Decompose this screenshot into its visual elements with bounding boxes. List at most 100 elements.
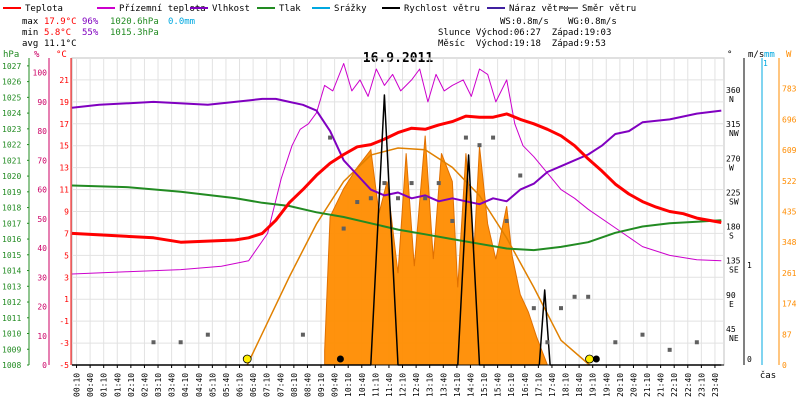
tick-label-temperature: 21 bbox=[59, 76, 69, 85]
tick-label-time: 11:10 bbox=[371, 373, 380, 397]
tick-label-temperature: 7 bbox=[64, 229, 69, 238]
tick-label-direction-name: SE bbox=[729, 266, 739, 275]
tick-label-time: 07:40 bbox=[276, 373, 285, 397]
tick-label-time: 05:10 bbox=[208, 373, 217, 397]
tick-label-time: 10:40 bbox=[358, 373, 367, 397]
tick-label-wind-speed-zero: 0 bbox=[747, 355, 752, 364]
tick-label-pressure: 1019 bbox=[2, 188, 21, 197]
wind-direction-dot bbox=[491, 135, 496, 140]
stat-avg-temp: 11.1°C bbox=[44, 39, 77, 49]
tick-label-direction-name: NW bbox=[729, 129, 739, 138]
tick-label-time: 16:10 bbox=[507, 373, 516, 397]
tick-label-time: 03:40 bbox=[168, 373, 177, 397]
tick-label-time: 04:40 bbox=[195, 373, 204, 397]
tick-label-pressure: 1025 bbox=[2, 93, 21, 102]
tick-label-direction-name: SW bbox=[729, 197, 739, 206]
axis-unit-mm: mm bbox=[764, 50, 775, 60]
tick-label-time: 06:10 bbox=[236, 373, 245, 397]
tick-label-time: 05:40 bbox=[222, 373, 231, 397]
tick-label-time: 17:40 bbox=[548, 373, 557, 397]
tick-label-time: 09:10 bbox=[317, 373, 326, 397]
tick-label-pressure: 1023 bbox=[2, 125, 21, 134]
tick-label-temperature: 15 bbox=[59, 142, 69, 151]
legend-label: Náraz větru bbox=[509, 4, 569, 14]
tick-label-humidity: 60 bbox=[37, 186, 47, 195]
tick-label-temperature: 17 bbox=[59, 120, 69, 129]
sun-moon-markers bbox=[242, 354, 600, 364]
tick-label-temperature: 13 bbox=[59, 164, 69, 173]
tick-label-time: 22:40 bbox=[684, 373, 693, 397]
tick-label-direction-name: W bbox=[729, 163, 734, 172]
axis-unit-pct: % bbox=[34, 50, 40, 60]
wind-direction-dot bbox=[545, 340, 550, 345]
wind-direction-dot bbox=[613, 340, 618, 345]
tick-label-direction-name: NE bbox=[729, 334, 739, 343]
tick-label-time: 10:10 bbox=[344, 373, 353, 397]
wind-direction-dot bbox=[559, 306, 563, 311]
tick-label-radiation: 261 bbox=[782, 269, 797, 278]
tick-label-time: 18:10 bbox=[562, 373, 571, 397]
series-lines bbox=[71, 63, 722, 366]
tick-label-time: 15:40 bbox=[494, 373, 503, 397]
tick-label-time: 22:10 bbox=[670, 373, 679, 397]
tick-label-temperature: 5 bbox=[64, 251, 69, 260]
tick-label-pressure: 1018 bbox=[2, 204, 21, 213]
tick-label-direction-deg: 270 bbox=[726, 154, 741, 163]
tick-label-radiation: 174 bbox=[782, 300, 797, 309]
tick-label-time: 08:10 bbox=[290, 373, 299, 397]
tick-label-time: 17:10 bbox=[534, 373, 543, 397]
wind-direction-dot bbox=[518, 173, 523, 178]
stats-block: max 17.9°C 96% 1020.6hPa 0.0mm min 5.8°C… bbox=[22, 17, 195, 49]
chart-legend: Teplota Přízemní teplota Vlhkost Tlak Srážky… bbox=[3, 4, 636, 14]
tick-label-radiation: 609 bbox=[782, 146, 797, 155]
tick-label-time: 21:10 bbox=[643, 373, 652, 397]
legend-label: Tlak bbox=[279, 4, 301, 14]
sunset-marker bbox=[585, 354, 594, 364]
wind-direction-dot bbox=[450, 218, 455, 223]
tick-label-temperature: -5 bbox=[59, 361, 69, 370]
tick-label-pressure: 1014 bbox=[2, 267, 21, 276]
tick-label-humidity: 40 bbox=[37, 244, 47, 253]
stat-avg-label: avg bbox=[22, 39, 38, 49]
legend-label: Směr větru bbox=[582, 4, 636, 14]
tick-label-pressure: 1027 bbox=[2, 62, 21, 71]
wind-direction-dot bbox=[151, 340, 156, 345]
tick-label-pressure: 1010 bbox=[2, 330, 21, 339]
series-line-Přízemní teplota bbox=[71, 63, 722, 275]
wind-direction-dot bbox=[205, 332, 210, 337]
moonrise-marker bbox=[592, 355, 600, 363]
tick-label-pressure: 1008 bbox=[2, 361, 21, 370]
tick-label-rain: 1 bbox=[763, 59, 768, 68]
tick-label-radiation: 87 bbox=[782, 330, 792, 339]
tick-label-humidity: 80 bbox=[37, 127, 47, 136]
tick-label-temperature: -3 bbox=[59, 339, 69, 348]
tick-label-humidity: 50 bbox=[37, 215, 47, 224]
tick-label-time: 06:40 bbox=[249, 373, 258, 397]
legend-label: Srážky bbox=[334, 4, 367, 14]
tick-label-time: 13:10 bbox=[426, 373, 435, 397]
tick-label-temperature: 11 bbox=[59, 186, 69, 195]
tick-label-time: 11:40 bbox=[385, 373, 394, 397]
tick-label-pressure: 1011 bbox=[2, 314, 21, 323]
wind-direction-dot bbox=[341, 226, 346, 231]
wind-direction-dot bbox=[423, 196, 428, 201]
tick-label-time: 19:10 bbox=[589, 373, 598, 397]
info-wg: WG:0.8m/s bbox=[568, 17, 617, 27]
tick-label-pressure: 1021 bbox=[2, 156, 21, 165]
tick-label-time: 03:10 bbox=[154, 373, 163, 397]
tick-label-direction-deg: 225 bbox=[726, 188, 741, 197]
wind-direction-dot bbox=[355, 200, 360, 205]
stat-min-press: 1015.3hPa bbox=[110, 28, 159, 38]
tick-label-time: 16:40 bbox=[521, 373, 530, 397]
series-line-Rychlost větru bbox=[72, 94, 722, 366]
tick-label-humidity: 30 bbox=[37, 273, 47, 282]
axis-unit-deg: ° bbox=[727, 50, 732, 60]
tick-label-direction-deg: 90 bbox=[726, 291, 736, 300]
wind-direction-dot bbox=[586, 294, 591, 299]
tick-label-pressure: 1026 bbox=[2, 78, 21, 87]
tick-label-time: 14:40 bbox=[466, 373, 475, 397]
tick-label-radiation: 0 bbox=[782, 361, 787, 370]
tick-label-time: 12:10 bbox=[399, 373, 408, 397]
tick-label-humidity: 70 bbox=[37, 156, 47, 165]
